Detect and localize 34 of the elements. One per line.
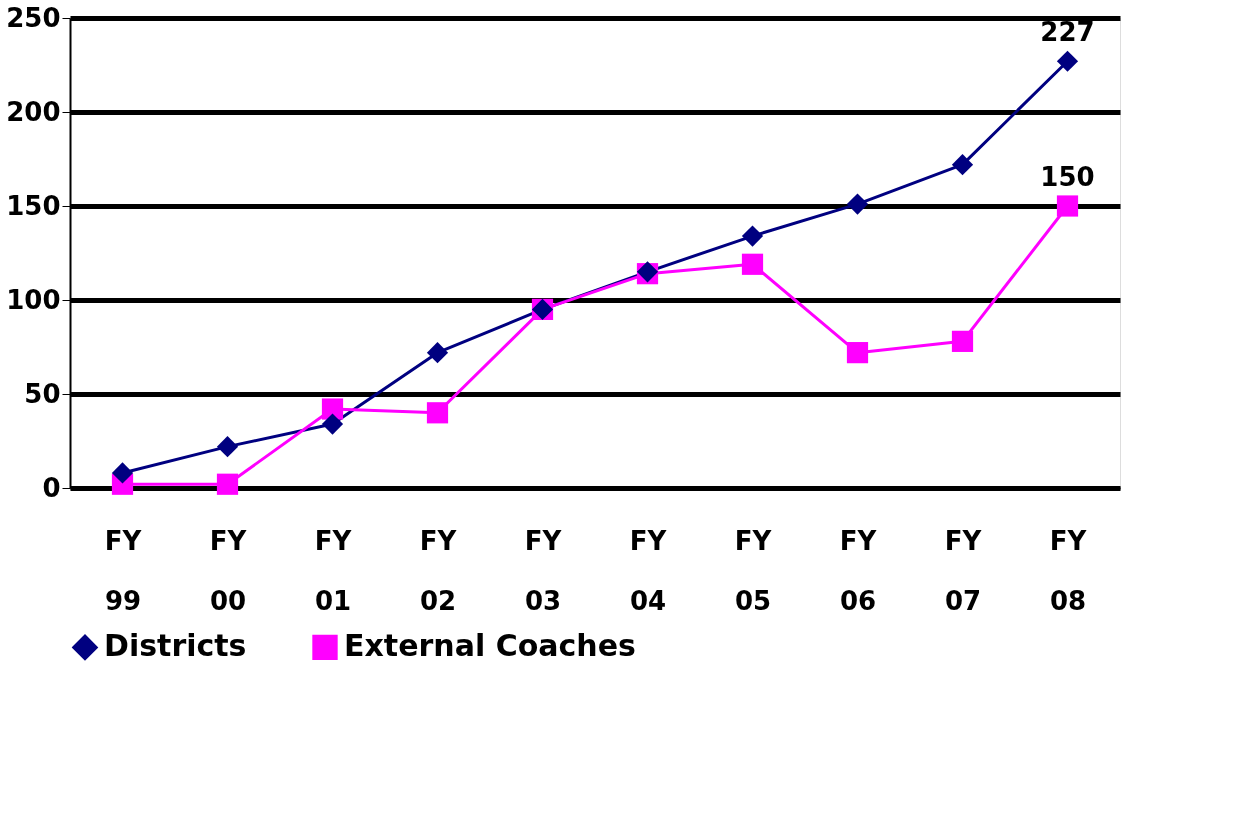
point — [951, 154, 974, 176]
data-label: 150 — [1040, 162, 1095, 192]
y-tick-label: 50 — [24, 378, 61, 409]
point — [846, 342, 869, 364]
legend-label: External Coaches — [344, 628, 636, 664]
point — [111, 462, 134, 484]
point — [216, 473, 239, 495]
x-tick-label: FY 99 — [104, 525, 143, 616]
point — [846, 193, 869, 215]
point — [426, 402, 449, 424]
point — [321, 413, 344, 435]
point — [741, 225, 764, 247]
point — [1056, 50, 1079, 72]
x-tick-label: FY 04 — [629, 525, 668, 616]
point — [216, 436, 239, 458]
point — [951, 330, 974, 352]
x-tick-label: FY 02 — [419, 525, 458, 616]
x-tick-label: FY 08 — [1049, 525, 1088, 616]
point — [741, 253, 764, 275]
x-tick-label: FY 00 — [209, 525, 248, 616]
y-tick-label: 0 — [42, 472, 61, 503]
y-tick-label: 100 — [6, 284, 61, 315]
point — [1056, 195, 1079, 217]
x-tick-label: FY 05 — [734, 525, 773, 616]
y-tick-label: 200 — [6, 96, 61, 127]
data-label: 227 — [1040, 17, 1095, 48]
x-tick-label: FY 07 — [944, 525, 983, 616]
x-tick-label: FY 03 — [524, 525, 563, 616]
point — [426, 342, 449, 364]
y-tick-label: 250 — [6, 2, 61, 33]
y-tick-label: 150 — [6, 190, 61, 221]
legend-label: Districts — [104, 628, 247, 664]
x-tick-label: FY 01 — [314, 525, 353, 616]
x-tick-label: FY 06 — [839, 525, 878, 616]
